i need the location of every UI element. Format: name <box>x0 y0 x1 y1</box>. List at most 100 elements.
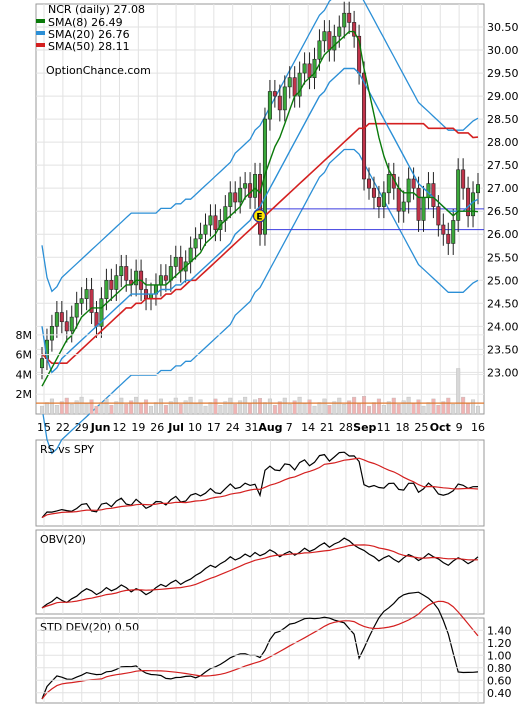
volume-bar <box>396 404 401 415</box>
volume-bar <box>104 398 109 415</box>
volume-bar <box>416 399 421 415</box>
volume-bar <box>277 401 282 415</box>
volume-bar <box>327 404 332 415</box>
price-tick-label: 27.00 <box>487 182 519 195</box>
volume-bar <box>233 404 238 415</box>
volume-bar <box>168 401 173 415</box>
candle-body <box>396 187 401 212</box>
candle-body <box>203 224 208 235</box>
candle-body <box>213 215 218 230</box>
candle-body <box>466 187 471 217</box>
volume-bar <box>94 405 99 415</box>
obv-panel-frame <box>35 529 485 615</box>
rs-vs-spy-line <box>41 451 479 518</box>
candle-body <box>104 279 109 299</box>
candle-body <box>59 312 64 323</box>
volume-bar <box>84 403 89 415</box>
std-tick-label: 0.40 <box>487 687 512 700</box>
candle-body <box>198 233 203 240</box>
candle-body <box>248 183 253 198</box>
volume-bar <box>297 396 302 415</box>
candle-body <box>292 77 297 97</box>
volume-bar <box>253 399 258 415</box>
volume-bar <box>40 405 45 415</box>
volume-bar <box>262 402 267 415</box>
volume-bar <box>203 405 208 415</box>
volume-bar <box>292 400 297 415</box>
candle-body <box>461 169 466 189</box>
candle-body <box>376 197 381 207</box>
price-tick-label: 28.00 <box>487 136 519 149</box>
candle-body <box>381 192 386 207</box>
x-tick-label: 12 <box>112 421 126 434</box>
x-tick-label: 9 <box>456 421 463 434</box>
x-tick-label: Aug <box>258 421 282 434</box>
volume-bar <box>391 397 396 415</box>
volume-bar <box>99 402 104 415</box>
x-tick-label: 17 <box>207 421 221 434</box>
volume-bar <box>342 404 347 415</box>
volume-tick-label: 2M <box>16 388 33 401</box>
volume-bar <box>381 404 386 415</box>
std-tick-label: 1.00 <box>487 649 512 662</box>
candle-body <box>471 192 476 217</box>
volume-bar <box>124 404 129 415</box>
volume-bar <box>401 400 406 415</box>
x-tick-label: 7 <box>286 421 293 434</box>
volume-bar <box>451 404 456 415</box>
volume-tick-label: 8M <box>16 329 33 342</box>
x-tick-label: Jun <box>90 421 111 434</box>
chart-title: NCR (daily) 27.08 <box>48 3 145 16</box>
volume-bar <box>129 400 134 415</box>
candle-body <box>441 224 446 235</box>
volume-bar <box>421 405 426 415</box>
candle-body <box>178 256 183 272</box>
candle-body <box>168 266 173 281</box>
candle-body <box>312 58 317 78</box>
std-dev-20-0-50-line <box>41 591 479 700</box>
candle-body <box>352 22 357 37</box>
candle-body <box>267 91 272 120</box>
price-tick-label: 24.00 <box>487 320 519 333</box>
x-tick-label: 26 <box>150 421 164 434</box>
volume-bar <box>49 398 54 415</box>
volume-bar <box>431 398 436 415</box>
x-tick-label: 18 <box>396 421 410 434</box>
candle-body <box>158 275 163 286</box>
candle-body <box>366 178 371 189</box>
candle-body <box>277 95 282 111</box>
candle-body <box>446 233 451 244</box>
legend-swatch <box>36 19 45 23</box>
volume-bar <box>74 400 79 415</box>
volume-bar <box>114 401 119 415</box>
volume-bar <box>406 396 411 415</box>
volume-bar <box>272 404 277 415</box>
volume-bar <box>228 397 233 415</box>
volume-bar <box>238 400 243 415</box>
candle-body <box>475 184 480 194</box>
volume-bar <box>59 401 64 415</box>
rs-vs-spy-ma-line <box>41 457 479 519</box>
volume-bar <box>139 403 144 415</box>
candle-body <box>337 26 342 37</box>
volume-bar <box>386 401 391 415</box>
volume-bar <box>223 401 228 415</box>
candle-body <box>243 183 248 189</box>
volume-bar <box>426 402 431 415</box>
candle-body <box>411 178 416 189</box>
x-tick-label: 16 <box>471 421 485 434</box>
candle-body <box>332 35 337 51</box>
candle-body <box>49 326 54 341</box>
x-tick-label: Oct <box>430 421 451 434</box>
x-tick-label: 21 <box>320 421 334 434</box>
volume-bar <box>163 404 168 415</box>
candle-body <box>347 12 352 23</box>
volume-bar <box>352 396 357 415</box>
sma20-line <box>41 67 479 374</box>
candle-body <box>297 72 302 97</box>
volume-bar <box>158 398 163 415</box>
volume-bar <box>362 396 367 415</box>
std-panel-frame <box>35 617 485 704</box>
legend-swatch <box>36 43 45 47</box>
